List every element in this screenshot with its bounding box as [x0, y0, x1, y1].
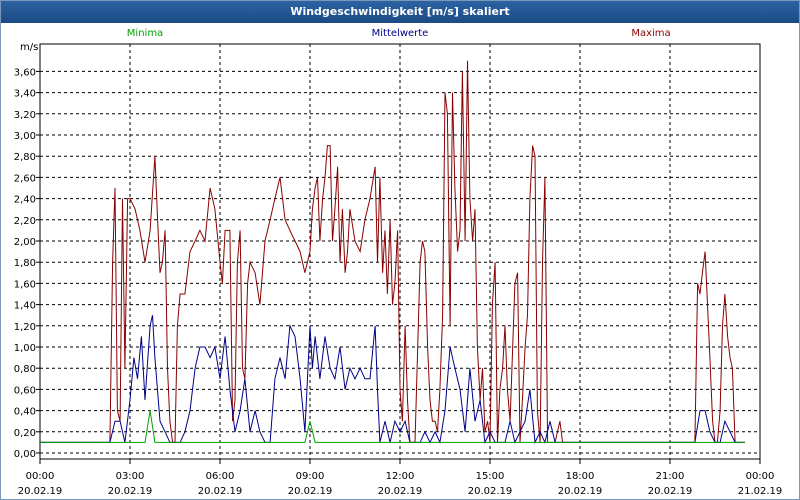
y-tick-label: 0,00 [14, 449, 36, 460]
y-tick-label: 1,40 [14, 301, 36, 312]
y-tick-label: 3,60 [14, 67, 36, 78]
y-tick-label: 3,40 [14, 89, 36, 100]
y-tick-label: 2,60 [14, 173, 36, 184]
x-tick-date-label: 20.02.19 [468, 486, 513, 497]
x-tick-time-label: 21:00 [656, 471, 685, 482]
y-tick-label: 0,60 [14, 385, 36, 396]
y-tick-label: 2,00 [14, 237, 36, 248]
y-tick-label: 1,60 [14, 279, 36, 290]
x-tick-date-label: 20.02.19 [198, 486, 243, 497]
grid [40, 44, 760, 459]
y-tick-label: 1,80 [14, 258, 36, 269]
y-tick-label: 3,20 [14, 110, 36, 121]
x-tick-time-label: 03:00 [116, 471, 145, 482]
series-line-mittelwerte [40, 315, 745, 445]
y-tick-label: 0,40 [14, 407, 36, 418]
series-line-maxima [40, 60, 745, 443]
x-tick-date-label: 20.02.19 [378, 486, 423, 497]
x-tick-date-label: 20.02.19 [18, 486, 63, 497]
y-tick-label: 2,20 [14, 216, 36, 227]
series-line-minima [40, 410, 745, 443]
x-tick-time-label: 09:00 [296, 471, 325, 482]
x-tick-date-label: 21.02.19 [738, 486, 783, 497]
x-tick-date-label: 20.02.19 [108, 486, 153, 497]
legend: Minima Mittelwerte Maxima [127, 28, 671, 39]
y-axis-ticks: 0,00 0,20 0,40 0,60 0,80 1,00 1,20 1,40 1,60 1,80… [14, 67, 40, 460]
y-tick-label: 1,20 [14, 322, 36, 333]
y-tick-label: 3,00 [14, 131, 36, 142]
chart-title: Windgeschwindigkeit [m/s] skaliert [1, 1, 799, 23]
y-tick-label: 2,80 [14, 152, 36, 163]
y-tick-label: 0,20 [14, 428, 36, 439]
y-axis-label: m/s [20, 42, 38, 53]
legend-entry-mittelwerte: Mittelwerte [372, 28, 429, 39]
legend-entry-maxima: Maxima [631, 28, 670, 39]
x-axis-ticks: 00:00 20.02.19 03:00 20.02.19 06:00 20.02.19 0… [18, 459, 783, 497]
x-tick-time-label: 12:00 [386, 471, 415, 482]
x-tick-time-label: 00:00 [26, 471, 55, 482]
x-tick-date-label: 20.02.19 [558, 486, 603, 497]
x-tick-date-label: 20.02.19 [288, 486, 333, 497]
legend-entry-minima: Minima [127, 28, 163, 39]
x-tick-time-label: 15:00 [476, 471, 505, 482]
y-tick-label: 1,00 [14, 343, 36, 354]
series-lines [40, 60, 745, 445]
x-tick-time-label: 06:00 [206, 471, 235, 482]
y-tick-label: 0,80 [14, 364, 36, 375]
x-tick-time-label: 18:00 [566, 471, 595, 482]
y-tick-label: 2,40 [14, 195, 36, 206]
x-tick-time-label: 00:00 [746, 471, 775, 482]
x-tick-date-label: 20.02.19 [648, 486, 693, 497]
